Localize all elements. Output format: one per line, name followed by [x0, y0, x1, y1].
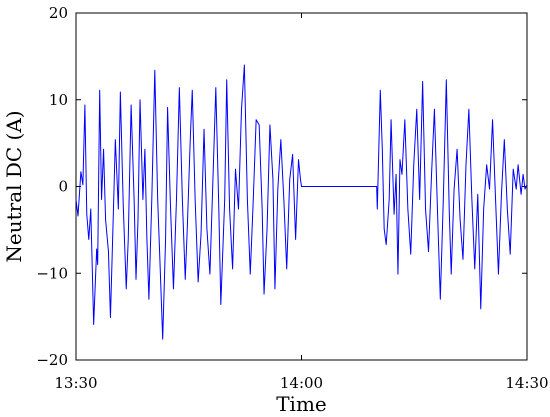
- x-tick-label: 14:00: [280, 374, 323, 392]
- x-tick-label: 13:30: [54, 374, 97, 392]
- y-tick-label: −10: [36, 264, 68, 282]
- y-tick-label: −20: [36, 351, 68, 369]
- y-tick-label: 20: [49, 4, 68, 22]
- x-axis-label: Time: [276, 392, 327, 416]
- x-tick-label: 14:30: [505, 374, 548, 392]
- y-tick-labels: −20 −10 0 10 20: [36, 4, 68, 369]
- series-line: [75, 64, 528, 340]
- series-group: [75, 64, 528, 340]
- y-tick-label: 10: [49, 91, 68, 109]
- y-tick-label: 0: [58, 178, 68, 196]
- y-axis-label: Neutral DC (A): [2, 110, 26, 262]
- x-tick-labels: 13:30 14:00 14:30: [54, 374, 548, 392]
